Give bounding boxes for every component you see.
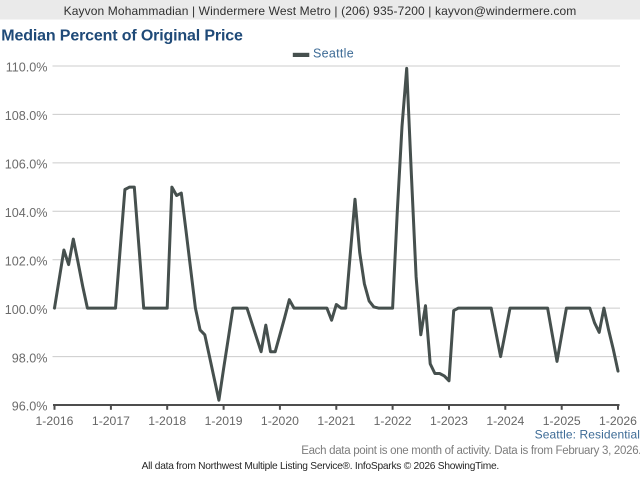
svg-text:98.0%: 98.0% (12, 351, 48, 365)
svg-text:Seattle: Seattle (313, 47, 354, 61)
svg-text:Median Percent of Original Pri: Median Percent of Original Price (1, 27, 243, 44)
svg-text:110.0%: 110.0% (6, 61, 48, 75)
svg-text:1-2022: 1-2022 (374, 414, 412, 428)
svg-text:1-2017: 1-2017 (92, 414, 130, 428)
svg-text:Kayvon Mohammadian | Windermer: Kayvon Mohammadian | Windermere West Met… (64, 4, 577, 18)
svg-text:All data from Northwest Multip: All data from Northwest Multiple Listing… (142, 461, 499, 472)
svg-text:Each data point is one month o: Each data point is one month of activity… (301, 445, 640, 457)
svg-text:Seattle: Residential: Seattle: Residential (535, 427, 640, 441)
svg-text:1-2018: 1-2018 (148, 414, 186, 428)
svg-text:1-2019: 1-2019 (205, 414, 243, 428)
svg-text:1-2020: 1-2020 (261, 414, 299, 428)
svg-text:102.0%: 102.0% (5, 254, 48, 268)
svg-text:1-2021: 1-2021 (317, 414, 355, 428)
svg-text:96.0%: 96.0% (12, 400, 48, 414)
svg-text:1-2026: 1-2026 (599, 414, 637, 428)
svg-text:104.0%: 104.0% (5, 206, 48, 220)
svg-text:1-2025: 1-2025 (543, 414, 581, 428)
svg-text:1-2024: 1-2024 (486, 414, 524, 428)
svg-text:1-2016: 1-2016 (36, 414, 74, 428)
svg-text:108.0%: 108.0% (5, 109, 48, 123)
svg-text:106.0%: 106.0% (5, 158, 48, 172)
svg-text:100.0%: 100.0% (5, 303, 48, 317)
svg-text:1-2023: 1-2023 (430, 414, 468, 428)
